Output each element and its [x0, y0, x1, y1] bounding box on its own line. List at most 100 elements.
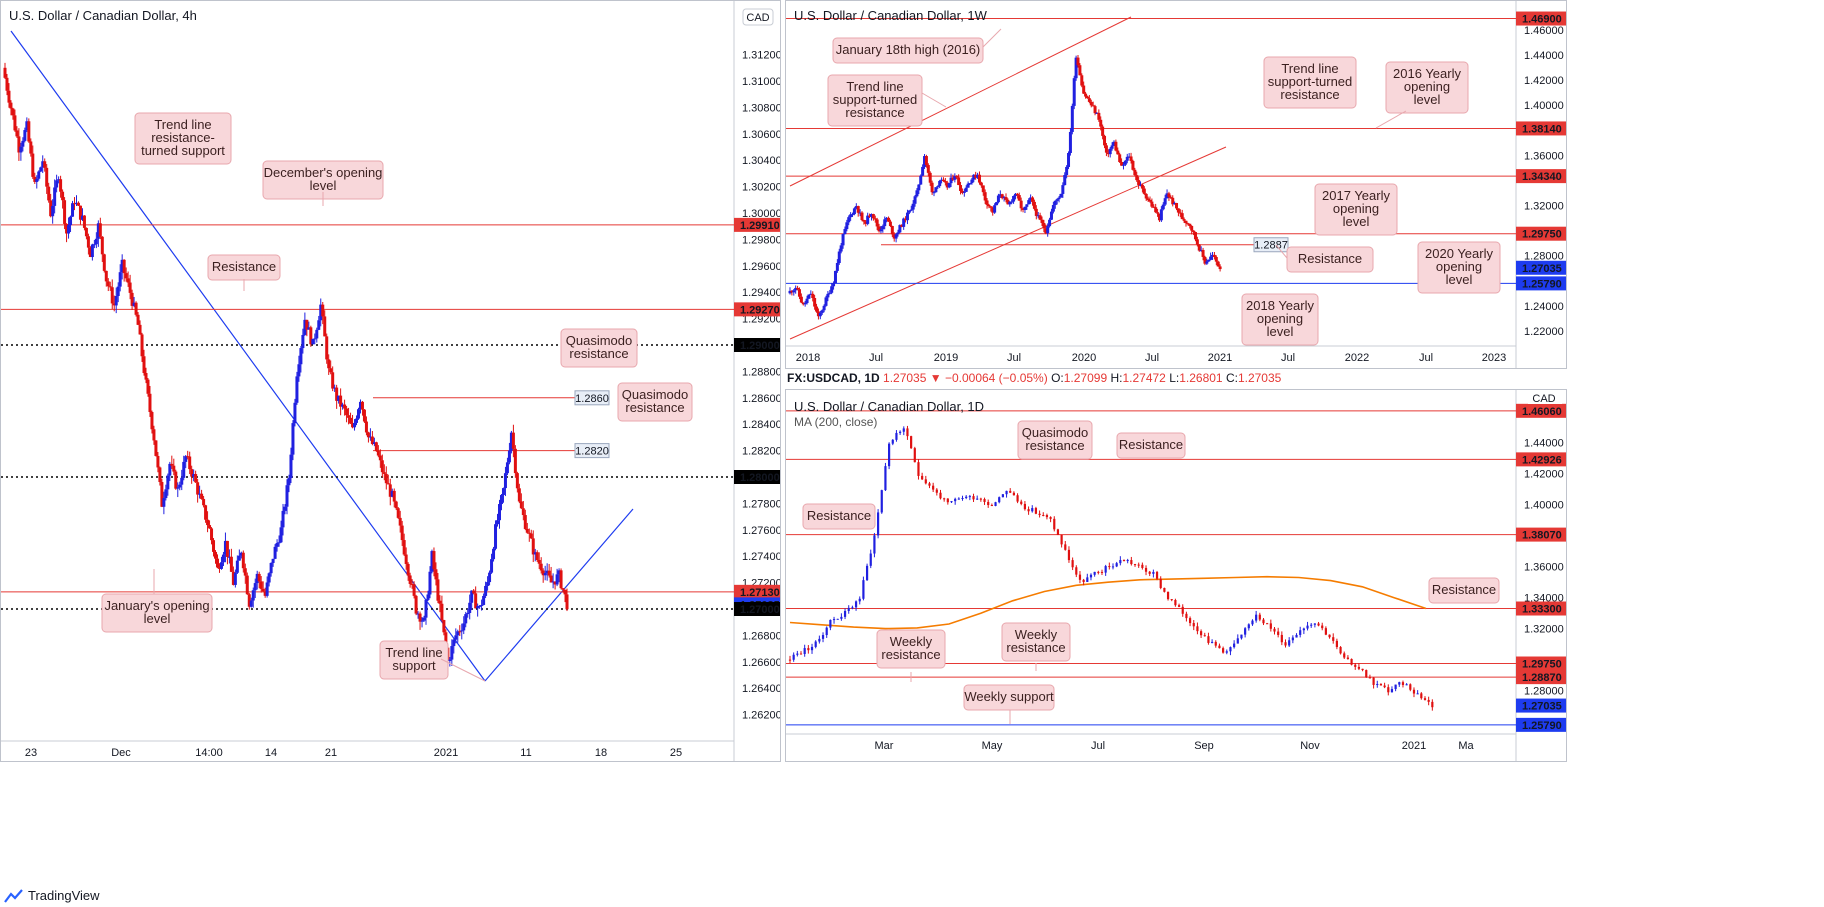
symbol-label: FX:USDCAD, 1D: [787, 371, 880, 385]
candle-body: [883, 219, 887, 227]
candle-body: [881, 226, 885, 230]
callout-trendline-resistance-text: turned support: [141, 143, 225, 158]
chart-4h-canvas[interactable]: 1.31200 1.31000 1.30800 1.30600 1.30400 1.302…: [1, 1, 781, 762]
candle-body: [432, 551, 436, 570]
candle-body: [180, 477, 184, 485]
candle-body: [69, 216, 73, 226]
y-tick-label: 1.26600: [742, 657, 781, 669]
candle-body: [1072, 78, 1076, 106]
candle-body: [325, 336, 329, 360]
candle-body: [1284, 642, 1287, 646]
chart-1w-canvas[interactable]: 1.46000 1.44000 1.42000 1.40000 1.36000 1.320…: [786, 1, 1567, 369]
candle-body: [801, 302, 805, 305]
candle-body: [287, 478, 291, 486]
candle-body: [130, 292, 134, 306]
candle-body: [1044, 228, 1048, 234]
y-tick-label: 1.31000: [742, 76, 781, 88]
candle-body: [360, 401, 364, 410]
candle-body: [460, 630, 464, 632]
candle-body: [907, 210, 911, 213]
callout-trendline-right-text: Trend line: [1281, 61, 1338, 76]
candle-body: [862, 220, 866, 222]
candle-body: [217, 567, 221, 569]
candle-body: [61, 191, 65, 201]
chart-1d-canvas[interactable]: 1.440001.420001.400001.360001.340001.320…: [786, 390, 1567, 762]
candle-body: [227, 556, 231, 558]
x-tick-label: 2019: [934, 352, 958, 364]
candle-body: [856, 206, 860, 213]
candle-body: [51, 205, 55, 217]
candle-body: [142, 356, 146, 374]
callout-quasimodo-1-text: Quasimodo: [566, 333, 632, 348]
candle-body: [73, 203, 77, 205]
candle-body: [345, 408, 349, 416]
price-axis: [1516, 1, 1566, 368]
y-tick-label: 1.32000: [1524, 624, 1564, 636]
level-badge-label: 1.46060: [1522, 406, 1562, 418]
candle-body: [820, 310, 824, 313]
candle-body: [1120, 162, 1124, 166]
candle-body: [877, 226, 881, 232]
candle-body: [190, 469, 194, 477]
candle-body: [1012, 195, 1016, 202]
candle-body: [247, 594, 251, 607]
candle-body: [525, 528, 529, 533]
candle-body: [281, 510, 285, 528]
candle-body: [503, 473, 507, 489]
candle-body: [545, 570, 549, 573]
candle-body: [976, 498, 979, 500]
candle-body: [977, 174, 981, 183]
candle-body: [792, 290, 796, 293]
candle-body: [245, 575, 249, 595]
close-label: C:: [1225, 371, 1238, 385]
candle-body: [1048, 219, 1052, 227]
candle-body: [53, 187, 57, 206]
candle-body: [422, 617, 426, 621]
candle-body: [511, 432, 515, 449]
candle-body: [961, 497, 964, 499]
candle-body: [466, 612, 470, 615]
candle-body: [917, 184, 921, 191]
brand-label[interactable]: TradingView: [28, 888, 100, 903]
candle-body: [1176, 208, 1180, 213]
candle-body: [876, 512, 880, 536]
candle-body: [1328, 634, 1331, 638]
y-tick-label: 1.26400: [742, 683, 781, 695]
candle-body: [1313, 623, 1316, 625]
callout-resistance-left-text: Resistance: [807, 508, 871, 523]
candle-body: [1076, 57, 1080, 66]
candle-body: [840, 616, 843, 619]
candle-body: [88, 247, 92, 258]
candle-body: [174, 471, 178, 489]
callout-resistance-top: [1116, 432, 1186, 459]
candle-body: [994, 502, 997, 506]
candle-body: [118, 272, 122, 287]
chart-panel-4h[interactable]: 1.31200 1.31000 1.30800 1.30600 1.30400 1.302…: [0, 0, 781, 762]
candle-body: [468, 602, 472, 613]
candle-body: [990, 505, 993, 507]
candle-body: [1218, 266, 1222, 270]
candle-body: [1332, 637, 1335, 641]
candle-body: [102, 254, 106, 271]
callout-2016-open: [1385, 61, 1469, 114]
level-badge-label: 1.29750: [1522, 229, 1562, 241]
candle-body: [221, 554, 225, 563]
x-tick-label: 2022: [1345, 352, 1369, 364]
candle-body: [321, 304, 325, 317]
level-badge-label: 1.42926: [1522, 454, 1562, 466]
candle-body: [904, 218, 908, 221]
chart-panel-1w[interactable]: 1.46000 1.44000 1.42000 1.40000 1.36000 1.320…: [785, 0, 1567, 369]
candle-body: [1104, 566, 1107, 573]
callout-december-open-text: level: [310, 178, 337, 193]
chart-panel-1d[interactable]: 1.44000 1.42000 1.40000 1.36000 1.34000 1.320…: [785, 389, 1567, 762]
candle-body: [1214, 257, 1218, 262]
callout-resistance-1w-pointer: [1275, 244, 1288, 259]
callout-jan-18-high-text: January 18th high (2016): [836, 42, 981, 57]
candle-body: [198, 493, 202, 495]
candle-body: [509, 432, 513, 451]
candle-body: [200, 493, 204, 499]
candle-body: [906, 428, 909, 437]
candle-body: [910, 436, 913, 449]
candle-body: [1163, 587, 1166, 592]
candle-body: [122, 259, 126, 274]
